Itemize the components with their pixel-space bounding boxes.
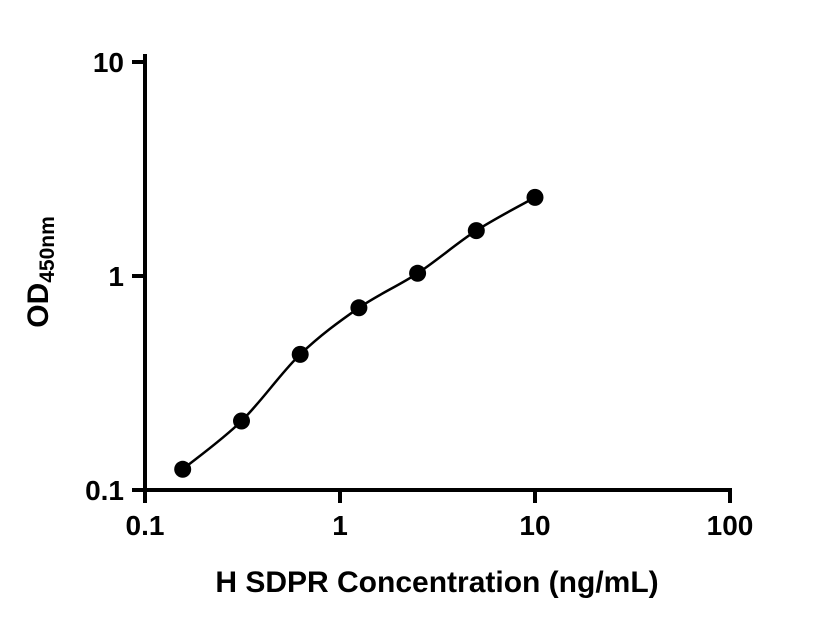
x-tick-label: 0.1 xyxy=(126,510,165,541)
tick-layer: 0.1 1 10 100 0.1 1 10 xyxy=(85,47,753,541)
y-tick-label: 1 xyxy=(108,261,124,292)
data-points xyxy=(174,188,544,478)
x-tick-label: 100 xyxy=(707,510,754,541)
standard-curve-line xyxy=(181,196,536,471)
data-point xyxy=(291,345,309,363)
data-point xyxy=(409,264,427,282)
data-point xyxy=(233,412,250,430)
data-point xyxy=(174,460,192,478)
data-point xyxy=(526,188,544,206)
x-tick-label: 10 xyxy=(519,510,550,541)
y-tick-label: 0.1 xyxy=(85,475,124,506)
x-axis-title: H SDPR Concentration (ng/mL) xyxy=(215,566,658,599)
y-axis-title: OD450nm xyxy=(22,216,59,328)
axes xyxy=(143,54,732,492)
y-axis-title-main: OD xyxy=(22,283,55,328)
data-point xyxy=(467,222,485,240)
data-point xyxy=(350,299,368,317)
y-axis-title-sub: 450nm xyxy=(36,216,59,283)
x-tick-label: 1 xyxy=(332,510,348,541)
y-tick-label: 10 xyxy=(93,47,124,78)
